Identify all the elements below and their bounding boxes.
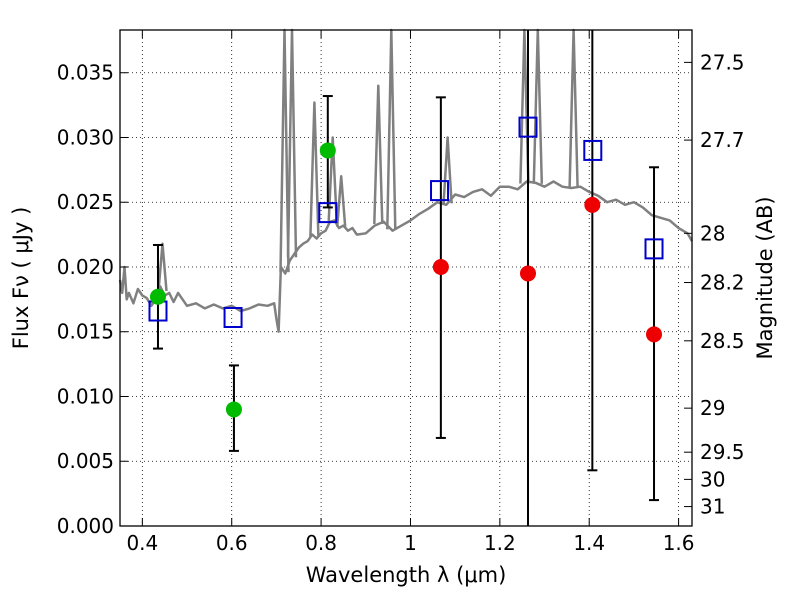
y2-tick-label: 31 [700,495,725,519]
y-axis-title: Flux Fν ( μJy ) [9,207,33,350]
spectrum-line [118,180,694,333]
y2-tick-label: 29 [700,396,725,420]
emission-line [373,84,384,225]
emission-line [157,242,168,292]
y-tick-label: 0.015 [57,320,114,344]
x-axis: 0.4 0.6 0.8 1 1.2 1.4 1.6 [126,30,695,555]
y-tick-label: 0.000 [57,514,114,538]
y-tick-label: 0.010 [57,384,114,408]
y2-tick-label: 30 [700,467,725,491]
x-tick-label: 1.2 [484,531,516,555]
y2-tick-label: 28 [700,221,725,245]
model-point [318,202,338,224]
model-point [583,139,603,161]
observed-point-red [646,326,663,343]
plot-frame [119,29,693,527]
y2-tick-label: 27.7 [700,128,745,152]
plot-background [120,30,692,526]
y2-tick-label: 29.5 [700,440,745,464]
y2-axis-title: Magnitude (AB) [753,196,777,359]
y2-tick-label: 27.5 [700,50,745,74]
emission-line [335,175,347,227]
x-tick-label: 1 [404,531,417,555]
model-point [223,306,243,328]
y-tick-label: 0.035 [57,61,114,85]
x-tick-label: 0.8 [305,531,337,555]
model-point [430,180,450,202]
x-axis-title: Wavelength λ (μm) [306,563,507,587]
y2-tick-label: 28.5 [700,329,745,353]
y-axis: 0.000 0.005 0.010 0.015 0.020 0.025 0.030 0.035 [57,61,128,538]
model-point [644,238,664,260]
y-tick-label: 0.005 [57,449,114,473]
y-tick-label: 0.020 [57,255,114,279]
observed-point-red [519,265,536,282]
emission-line [309,101,320,237]
x-tick-label: 1.6 [663,531,695,555]
x-tick-label: 1.4 [573,531,605,555]
x-tick-label: 0.4 [126,531,158,555]
observed-point-green [319,142,336,159]
observed-point-red [432,258,449,275]
y-tick-label: 0.030 [57,125,114,149]
emission-line [327,136,338,221]
y2-tick-label: 28.2 [700,271,745,295]
observed-photometry [149,142,663,418]
observed-point-green [225,401,242,418]
y2-axis: 27.5 27.7 28 28.2 28.5 29 29.5 30 31 [684,50,745,519]
model-point [518,116,538,138]
observed-point-green [149,288,166,305]
x-tick-label: 0.6 [216,531,248,555]
observed-point-red [584,196,601,213]
y-tick-label: 0.025 [57,190,114,214]
